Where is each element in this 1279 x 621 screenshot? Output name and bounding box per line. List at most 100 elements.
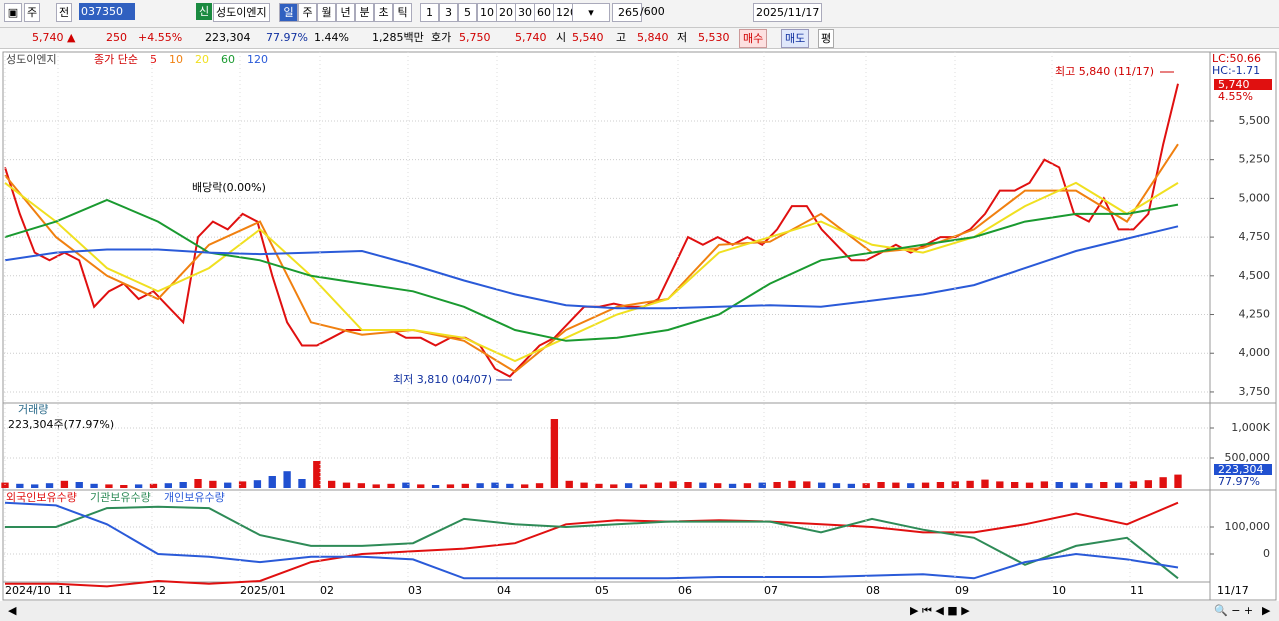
toolbar: ▣ 주 전 037350 신 성도이엔지 일 주 월 년 분 초 틱 1 3 5 10 20 30 60 1… [0,0,1279,28]
vol-box [1214,464,1272,475]
legend-entry: 10 [169,53,183,66]
scroll-left[interactable]: ◀ [8,604,17,617]
unit-button[interactable]: 분 [355,3,374,22]
volume-title: 거래량 [18,403,48,416]
lc: LC:50.66 [1212,52,1261,65]
volume-bar [1174,474,1182,488]
volume-bar [313,461,321,488]
volume-bar [134,484,143,488]
interval-button[interactable]: 5 [458,3,477,22]
volume-bar [1144,480,1152,488]
open: 5,540 [572,31,604,44]
volume-bar [372,484,380,488]
volume-bar [1114,482,1123,488]
volume-bar [773,482,781,488]
volume-bar [357,483,366,488]
vol-rate: 77.97% [1218,475,1260,488]
scrollbar[interactable] [0,601,1279,621]
unit-button[interactable]: 년 [336,3,355,22]
volume-bar [996,481,1004,488]
volume-bar [1040,481,1049,488]
buy-button[interactable]: 매수 [739,29,768,48]
credit[interactable]: 신 [196,3,213,20]
volume-bar [90,483,98,488]
dropdown[interactable]: ▾ [572,3,610,22]
interval-button[interactable]: 20 [496,3,516,22]
unit-button[interactable]: 월 [317,3,336,22]
interval-button[interactable]: 3 [439,3,458,22]
vol-last: 223,304 [1218,463,1264,476]
x-tick-label: 03 [408,584,422,597]
x-tick-label: 06 [678,584,692,597]
volume-bar [75,482,83,488]
volume-bar [45,483,54,488]
icon[interactable]: ▣ [4,3,22,22]
unit-button[interactable]: 일 [279,3,298,22]
volume-bar [907,483,915,488]
zoom-controls[interactable]: 🔍 − + [1214,603,1253,617]
interval-button[interactable]: 1 [420,3,439,22]
y-tick-label: 4,250 [1239,308,1271,321]
vol-rate: 77.97% [266,31,308,44]
series-line [4,143,1179,374]
unit-button[interactable]: 틱 [393,3,412,22]
volume-bar [164,483,172,488]
stock-name[interactable]: 성도이엔지 [213,3,270,22]
volume-bar [209,480,217,488]
volume-bar [565,480,573,488]
chart: ◀ ▶ ▶ ⏮ ◀ ■ ▶ 🔍 − + 성도이엔지 종가 단순 거래량 223,… [0,51,1279,621]
legend-entry: 개인보유수량 [164,491,225,504]
x-tick-label: 2025/01 [240,584,286,597]
quote-bar: 5,740 ▲ 250 +4.55% 223,304 77.97% 1.44% … [0,28,1279,49]
volume-bar [327,480,336,488]
date[interactable]: 2025/11/17 [753,3,823,22]
volume-bar [847,483,856,488]
low-label: 저 [677,31,688,44]
count[interactable]: 265 [612,3,642,22]
volume-bar [179,482,187,488]
legend-title: 성도이엔지 [6,53,57,66]
high-note: 최고 5,840 (11/17) [1055,65,1154,78]
volume-bar [921,482,930,488]
volume-bar [1129,481,1138,488]
legend-entry: 외국인보유수량 [6,491,77,504]
y-tick-label: 4,750 [1239,230,1271,243]
x-tick-label: 11 [58,584,72,597]
sell-button[interactable]: 매도 [781,29,810,48]
unit-button[interactable]: 초 [374,3,393,22]
series-line [4,181,1179,363]
volume-bar [298,479,306,488]
volume-bar [654,482,662,488]
unit-button[interactable]: 주 [298,3,317,22]
nav-buttons[interactable]: ▶ ⏮ ◀ ■ ▶ [910,604,970,617]
low: 5,530 [698,31,730,44]
x-tick-label: 11 [1130,584,1144,597]
volume-bar [624,483,633,488]
volume-bar [60,480,69,488]
volume: 223,304 [205,31,251,44]
volume-bar [728,483,737,488]
last-rate: 4.55% [1218,90,1253,103]
interval-button[interactable]: 10 [477,3,497,22]
code-input[interactable]: 037350 [79,3,135,20]
legend-subtitle: 종가 단순 [94,53,138,66]
scroll-right[interactable]: ▶ [1262,604,1271,617]
y-tick-label: 4,500 [1239,269,1271,282]
interval-button[interactable]: 30 [515,3,535,22]
avg-button[interactable]: 평 [818,29,835,48]
count-max: /600 [640,5,665,18]
volume-bar [595,483,603,488]
volume-bar [461,483,469,488]
series-line [4,225,1179,310]
period[interactable]: 주 [24,3,41,22]
volume-bar [550,418,559,488]
legend-entry: 기관보유수량 [90,491,151,504]
prev[interactable]: 전 [56,3,73,22]
interval-button[interactable]: 60 [534,3,554,22]
x-tick-label: 2024/10 [5,584,51,597]
volume-bar [506,483,514,488]
change: 250 [106,31,127,44]
volume-bar [105,484,113,488]
x-tick-label: 07 [764,584,778,597]
